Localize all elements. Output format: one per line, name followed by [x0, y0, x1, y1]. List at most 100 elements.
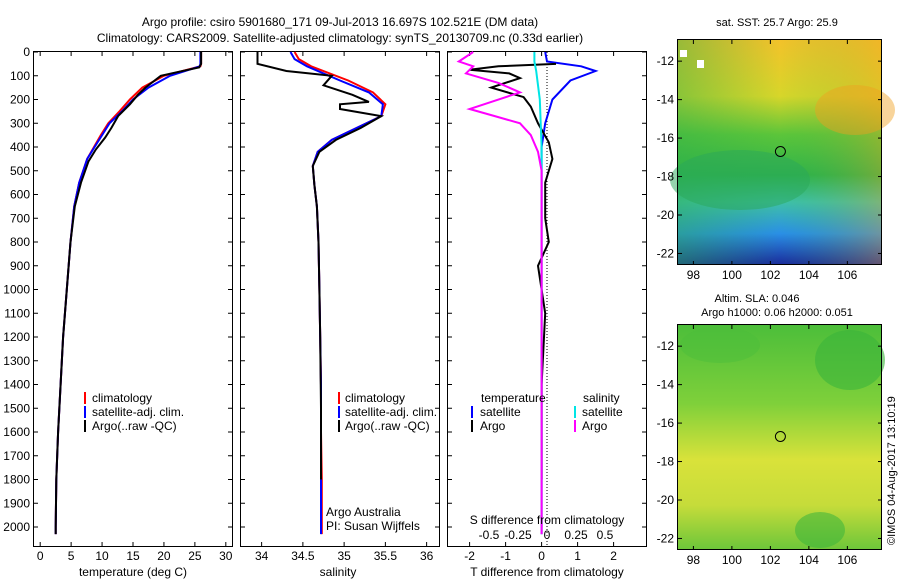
- sst-map-axes: 98 100 102 104 106 -12 -14 -16 -18 -20 -22: [657, 40, 882, 282]
- sla-map-axes: 98 100 102 104 106 -12 -14 -16 -18 -20 -22: [657, 325, 882, 567]
- salinity-axis-label: salinity: [320, 565, 357, 579]
- map-lon-tick-label: 104: [799, 553, 819, 567]
- sst-warm-patch: [815, 85, 895, 135]
- map-lat-tick-label: -22: [657, 531, 675, 545]
- map-lat-tick-label: -22: [657, 246, 675, 260]
- difference-panel: -2 -1 0 1 2 -0.5 -0.25 0 0.25 0.5 temperature sa…: [447, 51, 647, 579]
- sla-low-patch: [795, 512, 845, 548]
- depth-tick-label: 1700: [3, 449, 30, 463]
- figure-title-line2: Climatology: CARS2009. Satellite-adjuste…: [97, 31, 583, 45]
- x-tick-label: 5: [68, 549, 75, 563]
- sla-low-patch: [680, 327, 760, 363]
- sst-map-panel: sat. SST: 25.7 Argo: 25.9 98 100 102 104 106…: [657, 17, 895, 282]
- s-difference-tick-label: 0: [544, 528, 551, 542]
- sla-low-patch: [815, 330, 885, 390]
- x-tick-label: 0: [538, 549, 545, 563]
- argo-raw-qc-line: [256, 52, 385, 480]
- depth-tick-label: 1100: [4, 306, 30, 320]
- x-tick-label: 0: [37, 549, 44, 563]
- temperature-argo-line: [469, 62, 557, 480]
- depth-tick-label: 1500: [3, 401, 30, 415]
- map-lon-tick-label: 106: [837, 268, 857, 282]
- s-difference-tick-label: 0.5: [597, 528, 614, 542]
- sla-map-title-line1: Altim. SLA: 0.046: [715, 293, 800, 305]
- satellite-adj-clim-line: [289, 51, 384, 535]
- x-tick-label: 20: [157, 549, 171, 563]
- depth-tick-label: 100: [10, 69, 30, 83]
- x-tick-label: 25: [188, 549, 202, 563]
- map-lat-tick-label: -20: [657, 208, 675, 222]
- climatology-line: [54, 52, 203, 535]
- x-tick-label: 30: [219, 549, 233, 563]
- legend-title-temperature: temperature: [481, 391, 546, 405]
- legend-label-t-argo: Argo: [480, 419, 506, 433]
- x-tick-label: 35.5: [374, 549, 398, 563]
- sla-map-frame: [677, 324, 882, 550]
- map-lon-tick-label: 98: [687, 268, 701, 282]
- sst-cool-patch: [670, 150, 810, 210]
- x-tick-label: 35: [337, 549, 351, 563]
- legend-label-climatology: climatology: [345, 391, 405, 405]
- salinity-panel-frame: [240, 51, 440, 547]
- map-lon-tick-label: 106: [837, 553, 857, 567]
- depth-tick-label: 200: [10, 93, 30, 107]
- t-difference-axis: -2 -1 0 1 2: [464, 52, 617, 563]
- depth-tick-label: 1000: [3, 283, 30, 297]
- x-tick-label: 10: [95, 549, 109, 563]
- s-difference-tick-label: 0.25: [564, 528, 588, 542]
- legend-label-t-satellite: satellite: [480, 405, 521, 419]
- map-lat-tick-label: -16: [657, 131, 675, 145]
- map-lat-tick-label: -14: [657, 378, 675, 392]
- argo-location-marker: [774, 146, 786, 157]
- imos-stamp: ©IMOS 04-Aug-2017 13:10:19: [886, 396, 898, 545]
- temperature-satellite-line: [540, 51, 599, 535]
- map-lat-tick-label: -12: [657, 339, 675, 353]
- map-lon-tick-label: 100: [722, 268, 742, 282]
- satellite-adj-clim-line: [54, 52, 202, 535]
- depth-tick-label: 0: [23, 45, 30, 59]
- annotation-argo-australia: Argo Australia: [326, 505, 401, 519]
- depth-tick-label: 900: [10, 259, 30, 273]
- legend-label-s-argo: Argo: [582, 419, 608, 433]
- t-difference-axis-label: T difference from climatology: [470, 565, 624, 579]
- depth-tick-label: 1200: [3, 330, 30, 344]
- legend-label-satellite: satellite-adj. clim.: [345, 405, 437, 419]
- x-tick-label: 15: [126, 549, 140, 563]
- salinity-legend: climatology satellite-adj. clim. Argo(..…: [338, 391, 437, 433]
- depth-tick-label: 2000: [3, 520, 30, 534]
- map-lon-tick-label: 104: [799, 268, 819, 282]
- map-lat-tick-label: -16: [657, 416, 675, 430]
- difference-depth-ticks: [448, 51, 646, 528]
- salinity-depth-ticks: [241, 51, 439, 528]
- x-tick-label: 36: [420, 549, 434, 563]
- depth-tick-label: 600: [10, 188, 30, 202]
- argo-location-marker: [774, 431, 786, 442]
- legend-label-argo: Argo(..raw -QC): [92, 419, 177, 433]
- map-lat-tick-label: -20: [657, 493, 675, 507]
- sst-missing-data-patch: [697, 60, 704, 68]
- map-lon-tick-label: 98: [687, 553, 701, 567]
- difference-legend: temperature satellite Argo salinity sate…: [471, 391, 623, 433]
- sst-map-title: sat. SST: 25.7 Argo: 25.9: [716, 17, 838, 29]
- salinity-panel: 34 34.5 35 35.5 36 climatology satellite-adj…: [240, 51, 440, 579]
- x-tick-label: -2: [464, 549, 475, 563]
- map-lat-tick-label: -12: [657, 54, 675, 68]
- depth-tick-label: 800: [10, 235, 30, 249]
- depth-tick-label: 500: [10, 164, 30, 178]
- map-lat-tick-label: -18: [657, 455, 675, 469]
- temperature-panel-frame: [33, 51, 233, 547]
- depth-tick-label: 1400: [3, 378, 30, 392]
- salinity-series: [256, 51, 387, 535]
- x-tick-label: 34.5: [291, 549, 315, 563]
- sst-map-frame: [677, 39, 882, 265]
- x-tick-label: 34: [255, 549, 269, 563]
- s-difference-axis: -0.5 -0.25 0 0.25 0.5: [479, 528, 614, 542]
- x-tick-label: -1: [500, 549, 511, 563]
- difference-panel-frame: [447, 51, 647, 547]
- depth-tick-label: 700: [10, 211, 30, 225]
- legend-label-climatology: climatology: [92, 391, 152, 405]
- depth-tick-label: 1800: [3, 473, 30, 487]
- temperature-legend: climatology satellite-adj. clim. Argo(..…: [84, 391, 184, 433]
- temperature-panel: 0100200300400500600700800900100011001200…: [3, 45, 233, 579]
- s-difference-tick-label: -0.5: [479, 528, 500, 542]
